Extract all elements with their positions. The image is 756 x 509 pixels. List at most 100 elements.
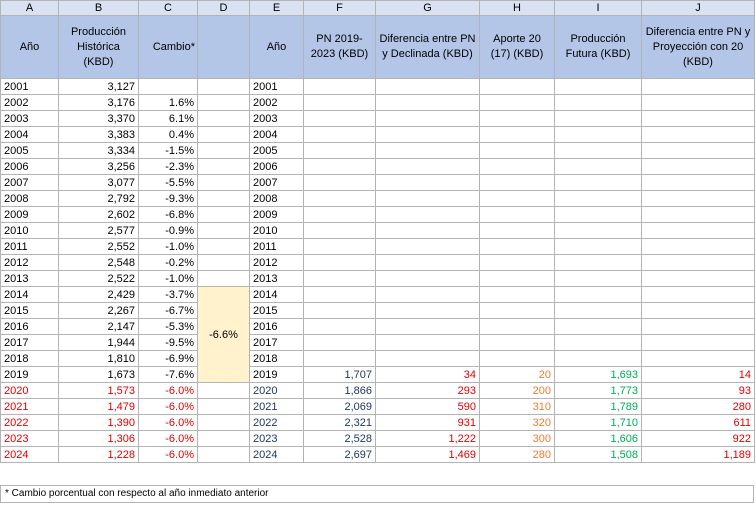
futura-cell[interactable] (554, 334, 642, 351)
header-diferencia-declinada[interactable]: Diferencia entre PN y Declinada (KBD) (375, 15, 480, 79)
year-right-cell[interactable]: 2007 (249, 174, 304, 191)
change-cell[interactable]: -6.0% (138, 398, 198, 415)
change-cell[interactable] (138, 78, 198, 95)
year-cell[interactable]: 2002 (0, 94, 59, 111)
diferencia-proyeccion-cell[interactable] (641, 238, 755, 255)
column-letter-h[interactable]: H (479, 0, 555, 16)
diferencia-cell[interactable] (375, 222, 480, 239)
header-diferencia-proyeccion[interactable]: Diferencia entre PN y Proyección con 20 … (641, 15, 755, 79)
futura-cell[interactable]: 1,606 (554, 430, 642, 447)
change-cell[interactable]: -6.0% (138, 446, 198, 463)
diferencia-proyeccion-cell[interactable] (641, 174, 755, 191)
diferencia-cell[interactable]: 1,469 (375, 446, 480, 463)
production-cell[interactable]: 2,522 (58, 270, 139, 287)
year-right-cell[interactable]: 2012 (249, 254, 304, 271)
production-cell[interactable]: 1,573 (58, 382, 139, 399)
empty-d-cell[interactable] (197, 158, 250, 175)
diferencia-proyeccion-cell[interactable] (641, 126, 755, 143)
aporte-cell[interactable] (479, 142, 555, 159)
change-cell[interactable]: -6.8% (138, 206, 198, 223)
diferencia-proyeccion-cell[interactable] (641, 334, 755, 351)
aporte-cell[interactable] (479, 270, 555, 287)
diferencia-cell[interactable]: 34 (375, 366, 480, 383)
empty-d-cell[interactable] (197, 382, 250, 399)
year-right-cell[interactable]: 2002 (249, 94, 304, 111)
change-cell[interactable]: -9.3% (138, 190, 198, 207)
diferencia-cell[interactable] (375, 254, 480, 271)
diferencia-cell[interactable] (375, 350, 480, 367)
column-letter-b[interactable]: B (58, 0, 139, 16)
year-cell[interactable]: 2016 (0, 318, 59, 335)
year-right-cell[interactable]: 2021 (249, 398, 304, 415)
year-cell[interactable]: 2018 (0, 350, 59, 367)
year-right-cell[interactable]: 2011 (249, 238, 304, 255)
year-cell[interactable]: 2020 (0, 382, 59, 399)
year-right-cell[interactable]: 2018 (249, 350, 304, 367)
pn-cell[interactable] (303, 286, 376, 303)
column-letter-e[interactable]: E (249, 0, 304, 16)
empty-d-cell[interactable] (197, 190, 250, 207)
change-cell[interactable]: -3.7% (138, 286, 198, 303)
production-cell[interactable]: 2,602 (58, 206, 139, 223)
change-cell[interactable]: -9.5% (138, 334, 198, 351)
empty-d-cell[interactable] (197, 430, 250, 447)
column-letter-i[interactable]: I (554, 0, 642, 16)
diferencia-proyeccion-cell[interactable] (641, 142, 755, 159)
diferencia-cell[interactable] (375, 206, 480, 223)
diferencia-cell[interactable] (375, 318, 480, 335)
change-cell[interactable]: -1.0% (138, 270, 198, 287)
diferencia-proyeccion-cell[interactable]: 93 (641, 382, 755, 399)
diferencia-cell[interactable] (375, 94, 480, 111)
year-right-cell[interactable]: 2020 (249, 382, 304, 399)
column-letter-g[interactable]: G (375, 0, 480, 16)
diferencia-cell[interactable] (375, 158, 480, 175)
diferencia-cell[interactable] (375, 126, 480, 143)
pn-cell[interactable]: 2,321 (303, 414, 376, 431)
change-cell[interactable]: -0.2% (138, 254, 198, 271)
pn-cell[interactable]: 2,069 (303, 398, 376, 415)
diferencia-proyeccion-cell[interactable] (641, 158, 755, 175)
production-cell[interactable]: 1,228 (58, 446, 139, 463)
production-cell[interactable]: 2,429 (58, 286, 139, 303)
production-cell[interactable]: 2,552 (58, 238, 139, 255)
production-cell[interactable]: 2,267 (58, 302, 139, 319)
year-cell[interactable]: 2014 (0, 286, 59, 303)
empty-d-cell[interactable] (197, 142, 250, 159)
diferencia-proyeccion-cell[interactable]: 611 (641, 414, 755, 431)
change-cell[interactable]: -0.9% (138, 222, 198, 239)
pn-cell[interactable] (303, 302, 376, 319)
futura-cell[interactable] (554, 318, 642, 335)
diferencia-cell[interactable]: 1,222 (375, 430, 480, 447)
production-cell[interactable]: 3,383 (58, 126, 139, 143)
pn-cell[interactable] (303, 350, 376, 367)
change-cell[interactable]: -6.0% (138, 382, 198, 399)
average-change-cell[interactable]: -6.6% (197, 286, 250, 383)
column-letter-c[interactable]: C (138, 0, 198, 16)
aporte-cell[interactable] (479, 222, 555, 239)
diferencia-proyeccion-cell[interactable]: 14 (641, 366, 755, 383)
production-cell[interactable]: 2,792 (58, 190, 139, 207)
empty-d-cell[interactable] (197, 174, 250, 191)
pn-cell[interactable] (303, 206, 376, 223)
year-cell[interactable]: 2003 (0, 110, 59, 127)
aporte-cell[interactable] (479, 318, 555, 335)
header-produccion-futura[interactable]: Producción Futura (KBD) (554, 15, 642, 79)
futura-cell[interactable] (554, 78, 642, 95)
change-cell[interactable]: -6.0% (138, 430, 198, 447)
diferencia-cell[interactable] (375, 238, 480, 255)
production-cell[interactable]: 2,548 (58, 254, 139, 271)
diferencia-proyeccion-cell[interactable] (641, 222, 755, 239)
diferencia-cell[interactable] (375, 110, 480, 127)
year-right-cell[interactable]: 2013 (249, 270, 304, 287)
production-cell[interactable]: 1,390 (58, 414, 139, 431)
futura-cell[interactable] (554, 158, 642, 175)
futura-cell[interactable] (554, 302, 642, 319)
header-anio-left[interactable]: Año (0, 15, 59, 79)
year-right-cell[interactable]: 2008 (249, 190, 304, 207)
aporte-cell[interactable]: 280 (479, 446, 555, 463)
production-cell[interactable]: 3,176 (58, 94, 139, 111)
pn-cell[interactable] (303, 78, 376, 95)
futura-cell[interactable]: 1,508 (554, 446, 642, 463)
diferencia-cell[interactable] (375, 270, 480, 287)
pn-cell[interactable] (303, 174, 376, 191)
